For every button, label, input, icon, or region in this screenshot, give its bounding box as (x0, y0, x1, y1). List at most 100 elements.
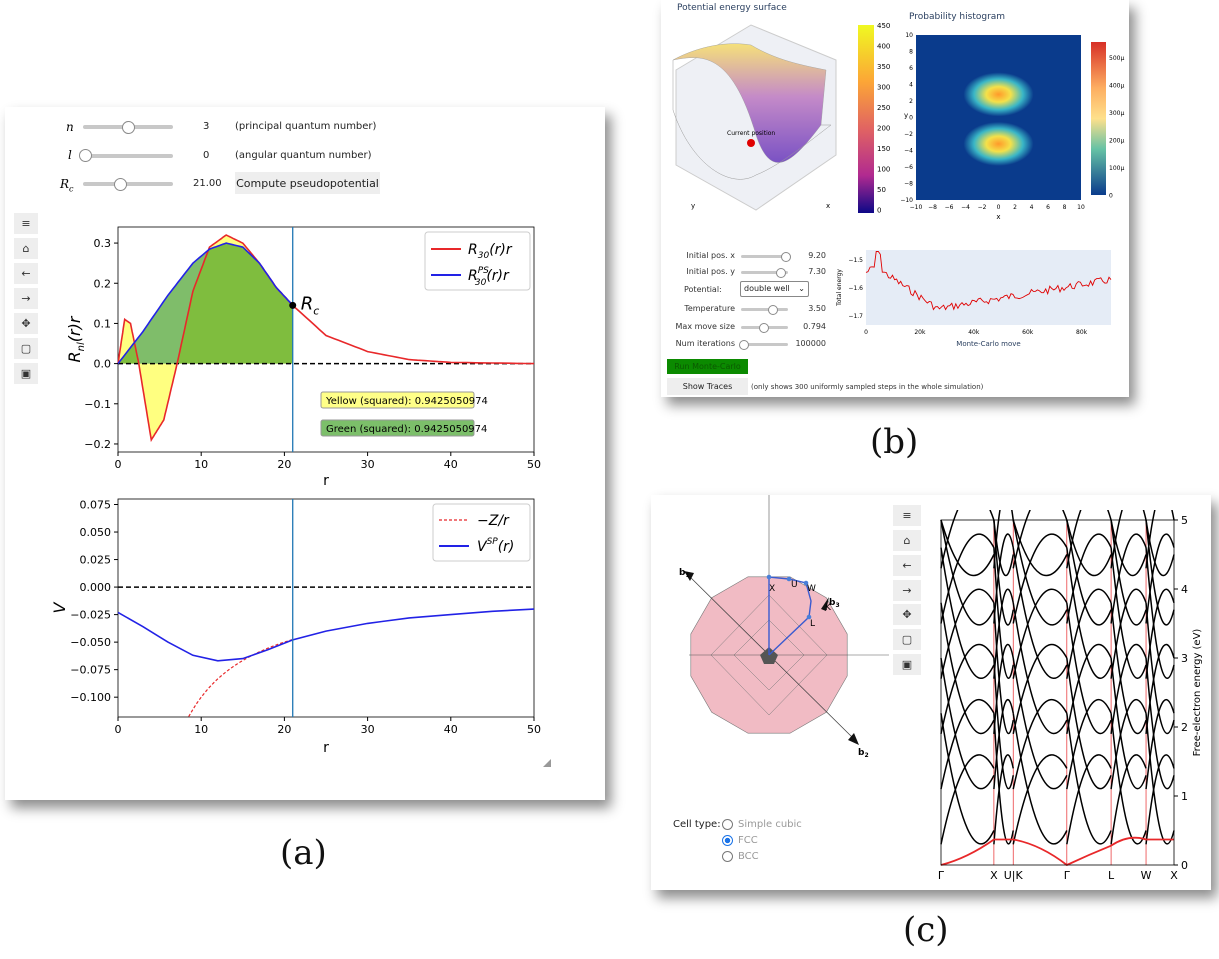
run-monte-carlo-button[interactable]: Run Monte-Carlo (667, 359, 748, 374)
control-value: 3.50 (808, 304, 826, 313)
band-curve (993, 643, 1014, 734)
band-curve (940, 519, 995, 626)
label-b: (b) (870, 422, 919, 462)
back-arrow-icon[interactable]: ← (893, 555, 921, 576)
hist-x-label: x (996, 213, 1000, 221)
band-frame (940, 519, 1175, 866)
menu-icon[interactable]: ≡ (14, 213, 38, 234)
slider-value-n: 3 (203, 121, 210, 132)
y-tick-label: 0.075 (80, 499, 112, 512)
potential-select[interactable]: double well ⌄ (740, 281, 809, 297)
forward-arrow-icon[interactable]: → (14, 288, 38, 309)
slider-track-rc[interactable] (83, 182, 173, 186)
band-curve (1110, 643, 1147, 735)
legend-main: R (468, 242, 478, 258)
save-icon[interactable]: ▣ (893, 654, 921, 675)
menu-icon[interactable]: ≡ (893, 505, 921, 526)
radio-option[interactable]: Simple cubic (722, 819, 802, 830)
traces-note: (only shows 300 uniformly sampled steps … (751, 383, 984, 391)
resize-handle-icon[interactable] (543, 759, 551, 767)
colorbar-2-tick: 0 (1109, 193, 1113, 200)
colorbar-1-tick: 50 (877, 186, 886, 194)
band-x-tick: L (1108, 869, 1115, 882)
colorbar-1-tick: 150 (877, 145, 890, 153)
slider-value-l: 0 (203, 150, 210, 161)
bz-inner-1 (710, 594, 828, 716)
band-curve (1066, 602, 1112, 735)
panel-a: n 3 (principal quantum number) l 0 (angu… (5, 107, 605, 800)
control-slider-knob[interactable] (758, 323, 769, 333)
save-icon[interactable]: ▣ (14, 363, 38, 384)
legend-sub: 30 (478, 251, 490, 261)
band-structure-plot: Γ X U|K Γ L W X 5 4 3 2 1 0 Free-electron energy (eV) (938, 510, 1203, 882)
control-slider-track[interactable] (741, 255, 788, 258)
control-slider-track[interactable] (741, 308, 788, 311)
band-curve (993, 657, 1014, 790)
back-arrow-icon[interactable]: ← (14, 263, 38, 284)
y-tick-label: −0.050 (70, 636, 111, 649)
pan-icon[interactable]: ✥ (893, 604, 921, 625)
control-label: Temperature (684, 304, 735, 313)
control-slider-knob[interactable] (739, 340, 749, 350)
yellow-box (320, 391, 475, 409)
home-icon[interactable]: ⌂ (893, 530, 921, 551)
legend-main: −Z/r (477, 513, 510, 529)
colorbar-2-tick: 200μ (1109, 138, 1124, 145)
control-slider-track[interactable] (741, 271, 788, 274)
band-curve (1066, 547, 1112, 679)
energy-y-tick: −1.7 (848, 313, 863, 320)
compute-pseudopotential-button[interactable]: Compute pseudopotential (235, 172, 380, 194)
colorbar-1-tick: 300 (877, 84, 890, 92)
slider-track-l[interactable] (83, 154, 173, 158)
radio-button[interactable] (722, 851, 733, 862)
forward-arrow-icon[interactable]: → (893, 580, 921, 601)
band-y-tick-label: 1 (1181, 790, 1188, 803)
radio-option[interactable]: BCC (722, 851, 759, 862)
hist-x-tick: 10 (1077, 204, 1085, 211)
legend-label: R30(r)r (468, 242, 513, 261)
energy-trace-plot: −1.5 −1.6 −1.7 0 20k 40k 60k 80k Total energy Mon… (836, 250, 1112, 348)
home-icon[interactable]: ⌂ (14, 238, 38, 259)
control-slider-knob[interactable] (776, 268, 787, 278)
slider-desc-n: (principal quantum number) (235, 121, 377, 132)
histogram-bg (916, 35, 1081, 200)
hist-x-tick: 6 (1046, 204, 1050, 211)
x-tick-label: 40 (444, 458, 458, 471)
band-curve (940, 602, 995, 735)
zoom-rect-icon[interactable]: ▢ (893, 629, 921, 650)
radio-button[interactable] (722, 835, 733, 846)
control-slider-knob[interactable] (780, 252, 791, 262)
band-curve (1066, 699, 1112, 790)
control-slider-track[interactable] (741, 343, 788, 346)
slider-knob-l[interactable] (79, 149, 92, 162)
slider-knob-rc[interactable] (114, 178, 127, 191)
band-curve (940, 713, 995, 845)
slider-label-l: l (68, 148, 72, 162)
band-curve (1145, 699, 1175, 790)
hist-y-tick: 2 (909, 98, 913, 105)
band-curve (1012, 588, 1068, 679)
band-y-label: Free-electron energy (eV) (1192, 629, 1203, 757)
band-y-tick-label: 5 (1181, 514, 1188, 527)
radio-option[interactable]: FCC (722, 835, 758, 846)
radio-button[interactable] (722, 819, 733, 830)
U-label: U (791, 580, 798, 590)
X-label: X (769, 584, 775, 594)
show-traces-button[interactable]: Show Traces (667, 378, 748, 395)
y-axis-label-main: R (65, 351, 84, 362)
label-a: (a) (280, 833, 327, 873)
y-tick-label: 0.050 (80, 526, 112, 539)
slider-knob-n[interactable] (122, 121, 135, 134)
band-curve (1110, 547, 1147, 679)
b1-label: b1 (679, 568, 690, 579)
surface-title: Potential energy surface (677, 3, 787, 13)
band-curve (1145, 519, 1175, 626)
y-tick-label: −0.075 (70, 664, 111, 677)
control-slider-knob[interactable] (767, 305, 778, 315)
zoom-rect-icon[interactable]: ▢ (14, 338, 38, 359)
band-curve (993, 519, 1014, 626)
coulomb-curve (188, 638, 293, 717)
bz-inner-2 (733, 619, 805, 691)
W-label: W (807, 584, 816, 594)
pan-icon[interactable]: ✥ (14, 313, 38, 334)
